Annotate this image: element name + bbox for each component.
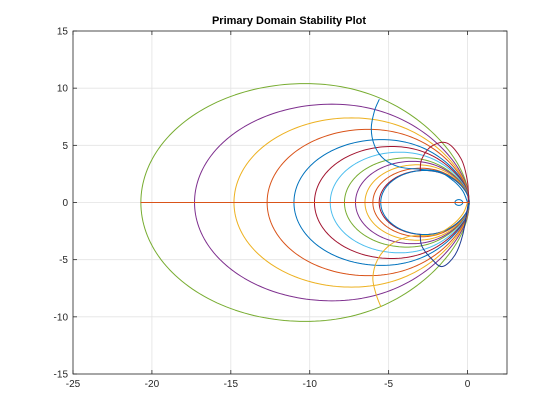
y-tick-label: -10 xyxy=(54,312,69,323)
x-tick-label: -20 xyxy=(145,379,160,390)
boundary-curve-15 xyxy=(370,99,469,203)
chart-title: Primary Domain Stability Plot xyxy=(212,15,366,27)
x-tick-label: -15 xyxy=(224,379,239,390)
y-tick-label: -15 xyxy=(54,370,69,381)
x-tick-label: -10 xyxy=(303,379,318,390)
x-tick-label: 0 xyxy=(465,379,471,390)
boundary-curve-17 xyxy=(372,202,469,308)
y-tick-label: -5 xyxy=(59,255,68,266)
y-tick-label: 5 xyxy=(62,141,68,152)
y-tick-label: 10 xyxy=(57,84,69,95)
y-tick-label: 0 xyxy=(62,198,68,209)
x-tick-label: -25 xyxy=(66,379,81,390)
x-tick-label: -5 xyxy=(384,379,393,390)
y-tick-label: 15 xyxy=(57,27,69,38)
plot-curves xyxy=(140,83,470,322)
boundary-curve-18 xyxy=(419,202,469,268)
axis-ticks: -25 -20 -15 -10 -5 0 -15 -10 -5 0 5 10 15 xyxy=(54,27,507,390)
boundary-curve-16 xyxy=(419,141,469,203)
